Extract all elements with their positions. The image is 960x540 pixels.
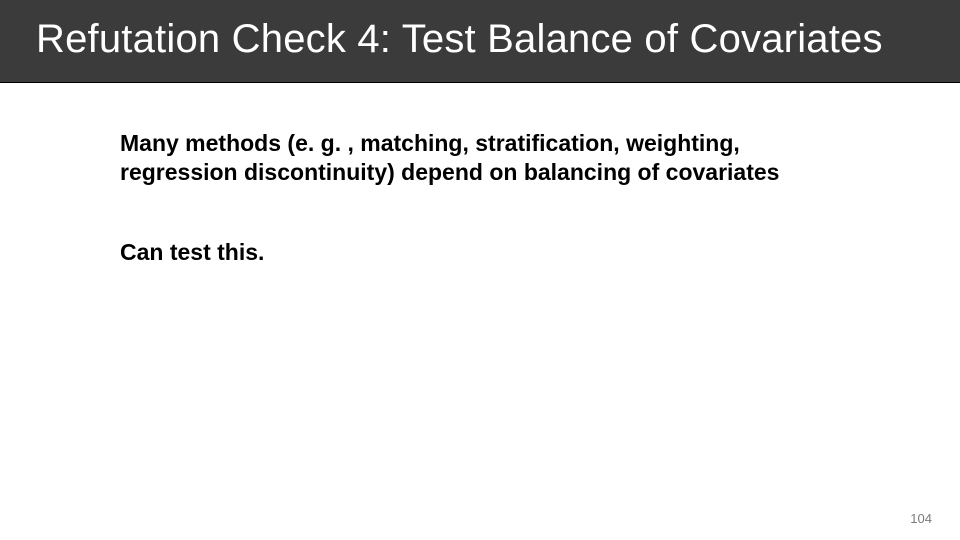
page-number: 104 [910,511,932,526]
slide-header: Refutation Check 4: Test Balance of Cova… [0,0,960,83]
slide-title: Refutation Check 4: Test Balance of Cova… [36,16,960,62]
body-paragraph-2: Can test this. [120,238,840,267]
slide-body: Many methods (e. g. , matching, stratifi… [0,83,960,267]
body-paragraph-1: Many methods (e. g. , matching, stratifi… [120,129,840,188]
